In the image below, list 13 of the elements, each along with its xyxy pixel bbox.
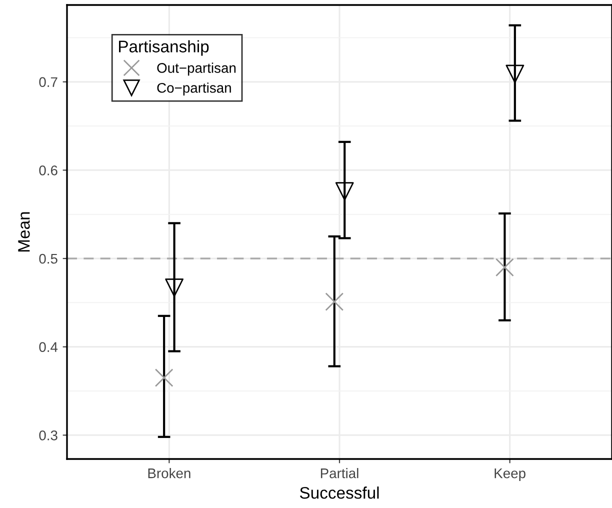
y-tick-label: 0.3 (39, 430, 58, 440)
y-axis-title: Mean (18, 212, 30, 252)
y-tick-label: 0.5 (39, 254, 58, 264)
legend-title: Partisanship (119, 40, 209, 56)
y-tick-label: 0.4 (39, 342, 58, 352)
y-tick-label: 0.6 (39, 166, 58, 176)
x-axis-title: Successful (300, 486, 379, 499)
x-tick-label: Broken (148, 468, 190, 478)
x-tick-label: Keep (494, 468, 526, 481)
legend-label: Out−partisan (157, 62, 236, 76)
legend-label: Co−partisan (157, 82, 231, 96)
x-tick-label: Partial (320, 468, 358, 478)
y-tick-label: 0.7 (39, 77, 58, 88)
